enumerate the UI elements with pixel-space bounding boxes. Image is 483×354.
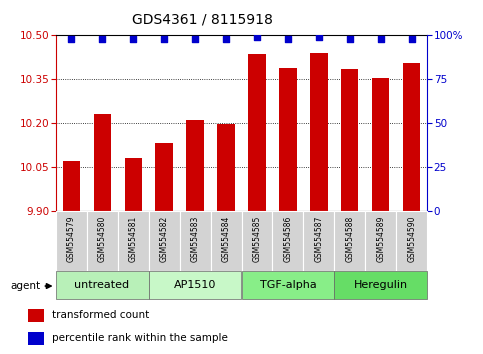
Bar: [303, 211, 334, 271]
Bar: [272, 211, 303, 271]
Point: [408, 36, 416, 42]
Point: [129, 36, 137, 42]
Text: untreated: untreated: [74, 280, 129, 290]
Text: GSM554584: GSM554584: [222, 216, 230, 262]
Bar: [156, 143, 172, 211]
Point: [98, 36, 106, 42]
Point: [253, 34, 261, 40]
Text: GSM554589: GSM554589: [376, 216, 385, 262]
Point: [160, 36, 168, 42]
Point: [284, 36, 292, 42]
Point: [346, 36, 354, 42]
Bar: [211, 211, 242, 271]
Point: [222, 36, 230, 42]
Text: GSM554583: GSM554583: [190, 216, 199, 262]
Text: TGF-alpha: TGF-alpha: [260, 280, 316, 290]
Text: percentile rank within the sample: percentile rank within the sample: [53, 333, 228, 343]
Bar: [217, 125, 235, 211]
Text: GSM554580: GSM554580: [98, 216, 107, 262]
Bar: [56, 211, 86, 271]
Text: GSM554585: GSM554585: [253, 216, 261, 262]
Bar: [242, 211, 272, 271]
Point: [67, 36, 75, 42]
Bar: [403, 63, 421, 211]
Bar: [186, 120, 203, 211]
Bar: [117, 211, 149, 271]
Bar: [242, 271, 334, 299]
Bar: [372, 78, 389, 211]
Bar: [28, 309, 44, 322]
Bar: [149, 211, 180, 271]
Text: AP1510: AP1510: [174, 280, 216, 290]
Point: [191, 36, 199, 42]
Text: GDS4361 / 8115918: GDS4361 / 8115918: [132, 12, 273, 27]
Bar: [28, 332, 44, 345]
Text: GSM554588: GSM554588: [345, 216, 355, 262]
Bar: [56, 271, 149, 299]
Text: GSM554590: GSM554590: [408, 216, 416, 262]
Text: GSM554586: GSM554586: [284, 216, 293, 262]
Bar: [125, 158, 142, 211]
Text: Heregulin: Heregulin: [354, 280, 408, 290]
Bar: [341, 69, 358, 211]
Text: GSM554587: GSM554587: [314, 216, 324, 262]
Bar: [334, 271, 427, 299]
Bar: [86, 211, 117, 271]
Bar: [280, 68, 297, 211]
Bar: [180, 211, 211, 271]
Bar: [62, 161, 80, 211]
Text: agent: agent: [11, 281, 41, 291]
Bar: [248, 55, 266, 211]
Bar: [397, 211, 427, 271]
Bar: [149, 271, 242, 299]
Text: transformed count: transformed count: [53, 310, 150, 320]
Text: GSM554582: GSM554582: [159, 216, 169, 262]
Text: GSM554579: GSM554579: [67, 216, 75, 262]
Bar: [94, 114, 111, 211]
Bar: [311, 53, 327, 211]
Point: [315, 34, 323, 40]
Bar: [334, 211, 366, 271]
Text: GSM554581: GSM554581: [128, 216, 138, 262]
Bar: [366, 211, 397, 271]
Point: [377, 36, 385, 42]
